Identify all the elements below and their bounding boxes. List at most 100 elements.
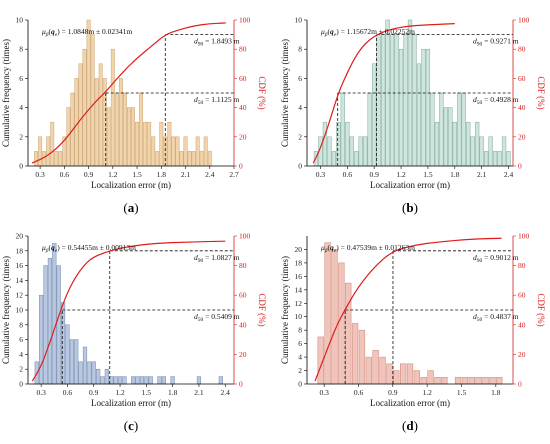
- histogram-bar: [54, 151, 59, 167]
- histogram-bar: [199, 151, 204, 167]
- histogram-bar: [457, 92, 462, 167]
- histogram-bar: [117, 376, 123, 385]
- histogram-bar: [349, 136, 354, 167]
- histogram-bar: [400, 363, 407, 385]
- histogram-bar: [376, 34, 381, 167]
- histogram-bar: [135, 121, 140, 167]
- histogram-bar: [94, 78, 99, 167]
- histogram-bar: [475, 121, 480, 167]
- panel-label: (a): [123, 200, 138, 215]
- histogram-bar: [170, 376, 175, 385]
- x-tick-label: 0.6: [60, 170, 70, 179]
- histogram-bar: [82, 48, 87, 167]
- histogram-bar: [416, 63, 422, 167]
- y-tick-label: 10: [16, 306, 24, 315]
- x-tick-label: 0.3: [319, 388, 329, 397]
- histogram-bar: [139, 376, 145, 385]
- histogram-bar: [175, 136, 180, 167]
- mu-annotation: μβ(qe) = 0.47539m ± 0.01263m: [321, 243, 415, 254]
- y-axis-label: Cumulative frequency (times): [280, 39, 290, 147]
- y-tick-label: 2: [19, 132, 23, 141]
- y2-tick-label: 100: [239, 16, 251, 25]
- y2-tick-label: 100: [518, 16, 530, 25]
- x-tick-label: 0.6: [63, 388, 73, 397]
- histogram-bar: [60, 302, 66, 385]
- histogram-bar: [345, 282, 352, 385]
- histogram-bar: [351, 323, 359, 385]
- x-tick-label: 2.1: [181, 170, 191, 179]
- histogram-bar: [358, 136, 363, 167]
- histogram-bar: [425, 48, 431, 167]
- histogram-bar: [461, 92, 466, 167]
- histogram-bar: [443, 107, 448, 167]
- x-tick-label: 1.8: [157, 170, 167, 179]
- histogram-bar: [118, 78, 123, 167]
- y2-tick-label: 20: [239, 350, 247, 359]
- histogram-bar: [56, 265, 61, 385]
- x-axis-label: Localization error (m): [370, 180, 450, 190]
- y2-tick-label: 100: [518, 232, 530, 241]
- y-tick-label: 10: [295, 16, 303, 25]
- histogram-bar: [413, 370, 421, 385]
- histogram-bar: [127, 107, 131, 167]
- histogram-bar: [114, 92, 119, 167]
- histogram-bar: [430, 92, 435, 167]
- d50-annotation: d50 = 1.1125 m: [194, 95, 239, 106]
- x-tick-label: 1.2: [108, 170, 118, 179]
- histogram-bar: [98, 63, 103, 167]
- histogram-bar: [52, 243, 57, 385]
- x-tick-label: 1.5: [457, 388, 467, 397]
- y-tick-label: 8: [298, 45, 302, 54]
- histogram-bar: [403, 34, 408, 167]
- y-tick-label: 12: [295, 299, 303, 308]
- y-tick-label: 4: [19, 350, 23, 359]
- histogram-bar: [47, 257, 52, 385]
- histogram-bar: [338, 262, 345, 385]
- cdf-curve: [31, 22, 227, 164]
- y2-tick-label: 80: [239, 45, 247, 54]
- x-axis-label: Localization error (m): [91, 180, 171, 190]
- histogram-bar: [372, 63, 377, 167]
- histogram-bar: [386, 363, 393, 385]
- x-tick-label: 1.2: [422, 388, 432, 397]
- y-tick-label: 20: [295, 245, 303, 254]
- x-axis-label: Localization error (m): [91, 398, 171, 408]
- histogram-bar: [434, 121, 439, 167]
- y-tick-label: 2: [19, 365, 23, 374]
- histogram-bar: [78, 63, 83, 167]
- y-tick-label: 0: [298, 162, 302, 171]
- panel-label: (d): [402, 418, 418, 433]
- histogram-bar: [122, 92, 127, 167]
- histogram-bar: [207, 151, 212, 167]
- y2-tick-label: 80: [518, 261, 526, 270]
- x-tick-label: 0.3: [316, 170, 326, 179]
- histogram-bar: [421, 48, 426, 167]
- histogram-bar: [183, 136, 188, 167]
- histogram-bar: [340, 92, 345, 167]
- histogram-bar: [157, 376, 162, 385]
- y-axis-label: Cumulative frequency (times): [1, 256, 11, 364]
- chart-panel-c: 0.3 0.6 0.9 1.2 1.5 1.8 2.1 2.4 0 2 4 6 8 10 12 14 16 18 2…: [1, 232, 267, 434]
- y-tick-label: 14: [16, 276, 24, 285]
- y-tick-label: 4: [298, 103, 302, 112]
- x-tick-label: 0.9: [89, 388, 99, 397]
- x-tick-label: 1.8: [450, 170, 460, 179]
- y-tick-label: 8: [19, 45, 23, 54]
- y2-axis-label: CDF (%): [257, 293, 267, 326]
- y2-axis-label: CDF (%): [536, 293, 546, 326]
- histogram-bar: [372, 350, 379, 385]
- y-tick-label: 4: [19, 103, 23, 112]
- histogram-bar: [496, 377, 503, 385]
- histogram-bar: [171, 136, 176, 167]
- y-tick-label: 18: [295, 258, 303, 267]
- histogram-bar: [46, 136, 51, 167]
- histogram-bar: [497, 151, 502, 167]
- histogram-bar: [393, 370, 400, 385]
- histogram-bar: [367, 92, 372, 167]
- x-tick-label: 2.1: [194, 388, 204, 397]
- y2-tick-label: 60: [239, 291, 247, 300]
- histogram-bar: [427, 370, 434, 385]
- x-tick-label: 1.8: [168, 388, 178, 397]
- histogram-bar: [363, 136, 368, 167]
